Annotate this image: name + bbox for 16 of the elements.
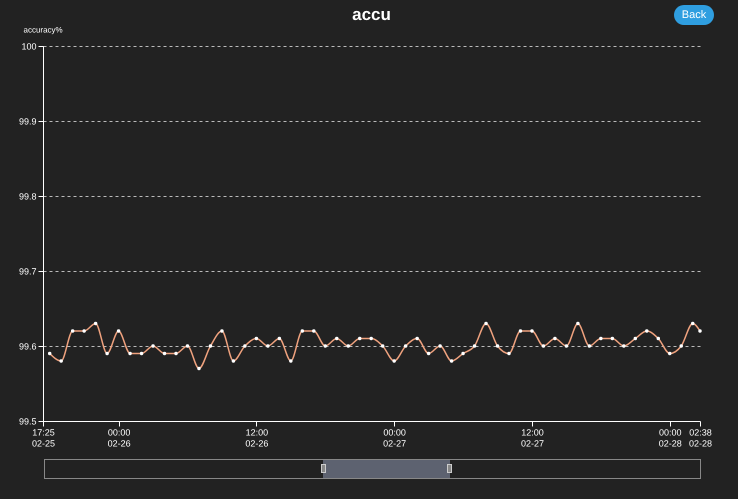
x-tick-label: 00:00 02-26 bbox=[108, 428, 131, 448]
y-axis-title: accuracy% bbox=[24, 26, 63, 34]
x-tick-label: 12:00 02-26 bbox=[245, 428, 268, 448]
y-tick-label: 100 bbox=[21, 42, 36, 52]
y-tick-label: 99.7 bbox=[18, 266, 36, 276]
y-tick-label: 99.8 bbox=[18, 192, 36, 202]
x-tick-label: 00:00 02-27 bbox=[383, 428, 406, 448]
back-button: Back bbox=[674, 5, 714, 25]
y-tick-label: 99.5 bbox=[18, 416, 36, 426]
y-tick-label: 99.9 bbox=[18, 116, 36, 126]
x-tick-label: 02:38 02-28 bbox=[688, 428, 712, 448]
x-tick-label: 00:00 02-28 bbox=[658, 428, 682, 448]
chart-title: accu bbox=[352, 5, 391, 24]
y-tick-label: 99.6 bbox=[18, 342, 36, 352]
x-tick-label: 12:00 02-27 bbox=[520, 428, 544, 448]
x-tick-label: 17:25 02-25 bbox=[32, 428, 56, 448]
